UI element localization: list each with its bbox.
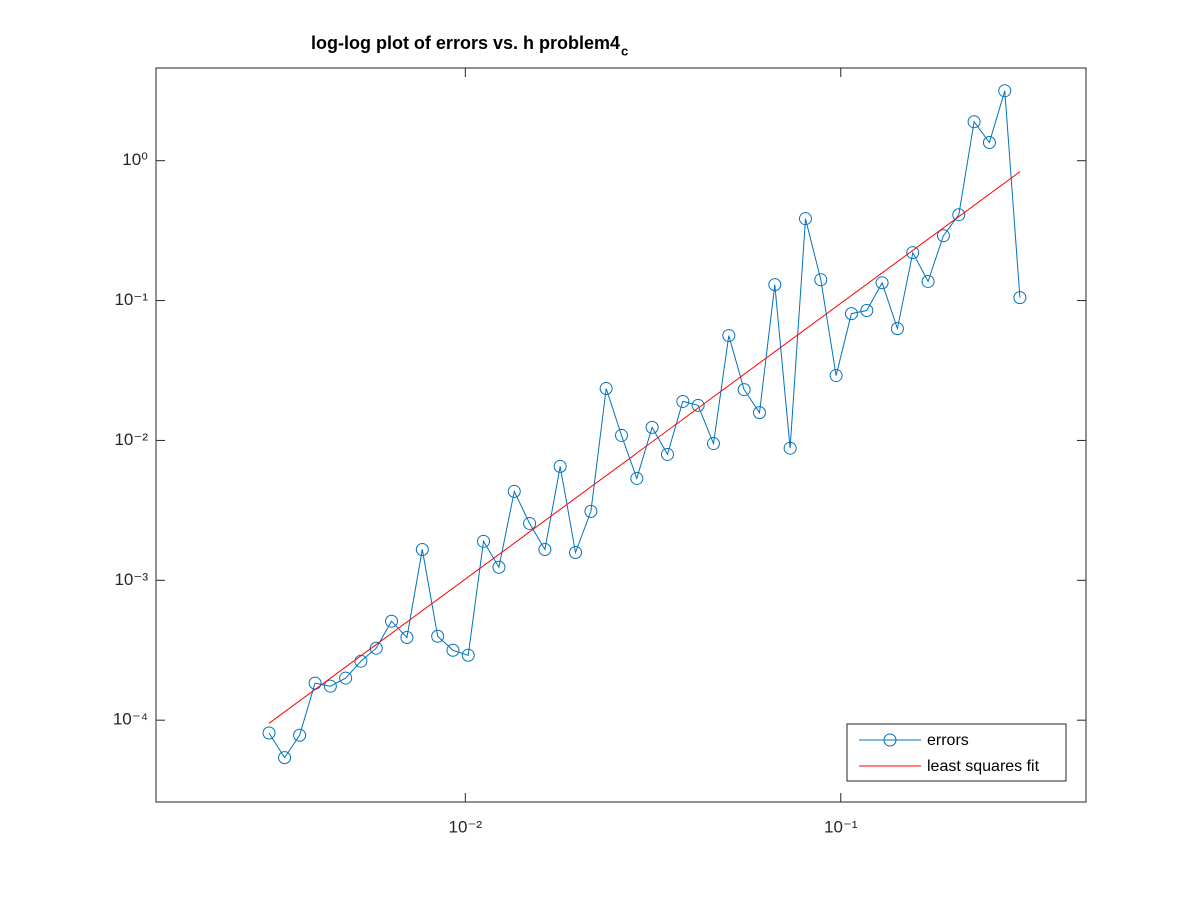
data-point bbox=[645, 420, 659, 434]
data-point bbox=[860, 304, 874, 318]
data-point bbox=[768, 278, 782, 292]
y-tick-label: 10⁻¹ bbox=[114, 290, 148, 309]
data-point bbox=[814, 273, 828, 287]
data-point bbox=[492, 560, 506, 574]
y-tick-label: 10⁰ bbox=[122, 150, 148, 169]
data-point bbox=[952, 208, 966, 222]
chart-title-subscript: c bbox=[621, 43, 628, 58]
data-point bbox=[890, 322, 904, 336]
data-point bbox=[630, 471, 644, 485]
data-point bbox=[875, 276, 889, 290]
data-point bbox=[906, 246, 920, 260]
data-point bbox=[339, 671, 353, 685]
data-point bbox=[599, 382, 613, 396]
data-point bbox=[415, 543, 429, 557]
data-point bbox=[262, 726, 276, 740]
data-point bbox=[584, 504, 598, 518]
data-point bbox=[844, 307, 858, 321]
x-tick-label: 10⁻² bbox=[449, 817, 483, 836]
data-point bbox=[998, 84, 1012, 98]
legend-marker bbox=[883, 733, 897, 747]
data-point bbox=[323, 679, 337, 693]
data-point bbox=[385, 614, 399, 628]
data-point bbox=[477, 534, 491, 548]
x-tick-label: 10⁻¹ bbox=[824, 817, 858, 836]
data-point bbox=[921, 274, 935, 288]
data-point bbox=[691, 398, 705, 412]
data-point bbox=[829, 369, 843, 383]
data-point bbox=[446, 643, 460, 657]
chart-title: log-log plot of errors vs. h problem4 bbox=[311, 33, 620, 53]
legend-label: errors bbox=[927, 732, 969, 749]
data-point bbox=[400, 631, 414, 645]
data-point bbox=[660, 447, 674, 461]
data-point bbox=[553, 459, 567, 473]
data-point bbox=[569, 546, 583, 560]
data-point bbox=[538, 543, 552, 557]
data-point bbox=[737, 383, 751, 397]
legend-box bbox=[846, 723, 1067, 782]
data-point bbox=[982, 135, 996, 149]
data-point bbox=[507, 484, 521, 498]
data-point bbox=[614, 428, 628, 442]
data-point bbox=[523, 516, 537, 530]
data-point bbox=[676, 394, 690, 408]
y-tick-label: 10⁻³ bbox=[114, 570, 148, 589]
data-point bbox=[722, 329, 736, 343]
y-tick-label: 10⁻⁴ bbox=[113, 710, 148, 729]
data-point bbox=[967, 115, 981, 129]
data-point bbox=[752, 406, 766, 420]
data-point bbox=[278, 751, 292, 765]
y-tick-label: 10⁻² bbox=[114, 430, 148, 449]
data-point bbox=[706, 437, 720, 451]
data-point bbox=[369, 641, 383, 655]
data-point bbox=[783, 441, 797, 455]
data-point bbox=[936, 229, 950, 243]
series-line bbox=[268, 90, 1021, 759]
data-point bbox=[798, 212, 812, 226]
legend-label: least squares fit bbox=[927, 758, 1040, 775]
series-line bbox=[268, 171, 1021, 724]
data-point bbox=[293, 728, 307, 742]
data-point bbox=[431, 629, 445, 643]
data-point bbox=[1013, 291, 1027, 305]
data-point bbox=[461, 648, 475, 662]
